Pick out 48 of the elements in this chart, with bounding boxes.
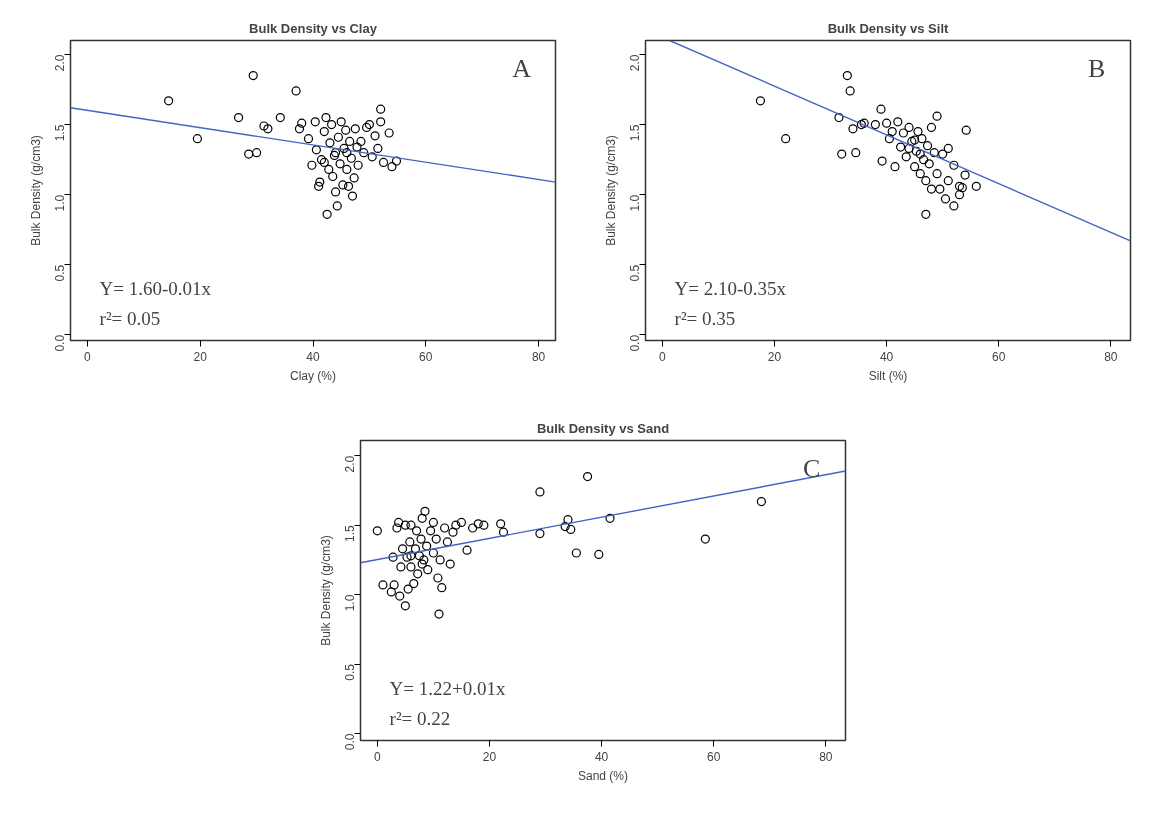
annotation: B <box>1087 53 1106 83</box>
y-tick-label: 0.5 <box>53 264 67 282</box>
y-tick-label: 2.0 <box>53 54 67 72</box>
x-tick-label: 60 <box>707 749 721 764</box>
annotation: r²= 0.05 <box>99 307 161 329</box>
y-tick-label: 2.0 <box>343 455 357 473</box>
x-tick-label: 20 <box>767 349 782 364</box>
y-axis-title: Bulk Density (g/cm3) <box>318 535 333 646</box>
x-axis-title: Silt (%) <box>868 368 908 383</box>
x-tick-label: 80 <box>819 749 833 764</box>
y-tick-label: 1.0 <box>53 194 67 212</box>
x-tick-label: 40 <box>594 749 609 764</box>
y-tick-label: 0.5 <box>628 264 642 282</box>
y-axis-title: Bulk Density (g/cm3) <box>603 135 618 246</box>
annotation: Y= 1.22+0.01x <box>389 677 506 699</box>
x-tick-label: 0 <box>84 349 92 364</box>
y-tick-label: 1.5 <box>53 124 67 142</box>
annotation: r²= 0.22 <box>389 707 451 729</box>
annotation: Y= 1.60-0.01x <box>99 277 212 299</box>
x-tick-label: 60 <box>992 349 1006 364</box>
annotation: Y= 2.10-0.35x <box>674 277 787 299</box>
chart-title: Bulk Density vs Silt <box>827 20 949 36</box>
annotation: A <box>512 53 532 83</box>
x-tick-label: 0 <box>658 349 666 364</box>
y-tick-label: 1.0 <box>343 594 357 612</box>
x-tick-label: 40 <box>306 349 320 364</box>
y-tick-label: 0.0 <box>53 334 67 352</box>
x-tick-label: 60 <box>419 349 433 364</box>
annotation: C <box>802 453 821 483</box>
chart-title: Bulk Density vs Clay <box>249 20 378 36</box>
y-tick-label: 1.5 <box>343 524 357 542</box>
y-tick-label: 1.5 <box>628 124 642 142</box>
y-tick-label: 0.0 <box>628 334 642 352</box>
chart-title: Bulk Density vs Sand <box>536 420 670 436</box>
x-tick-label: 0 <box>373 749 381 764</box>
x-axis-title: Clay (%) <box>290 368 337 383</box>
x-tick-label: 20 <box>193 349 208 364</box>
x-tick-label: 40 <box>879 349 894 364</box>
y-axis-title: Bulk Density (g/cm3) <box>28 135 43 246</box>
y-tick-label: 0.0 <box>343 733 357 751</box>
annotation: r²= 0.35 <box>674 307 736 329</box>
x-tick-label: 20 <box>482 749 497 764</box>
y-tick-label: 2.0 <box>628 54 642 72</box>
y-tick-label: 0.5 <box>343 663 357 681</box>
x-axis-title: Sand (%) <box>577 768 629 783</box>
x-tick-label: 80 <box>1104 349 1118 364</box>
x-tick-label: 80 <box>531 349 546 364</box>
y-tick-label: 1.0 <box>628 194 642 212</box>
